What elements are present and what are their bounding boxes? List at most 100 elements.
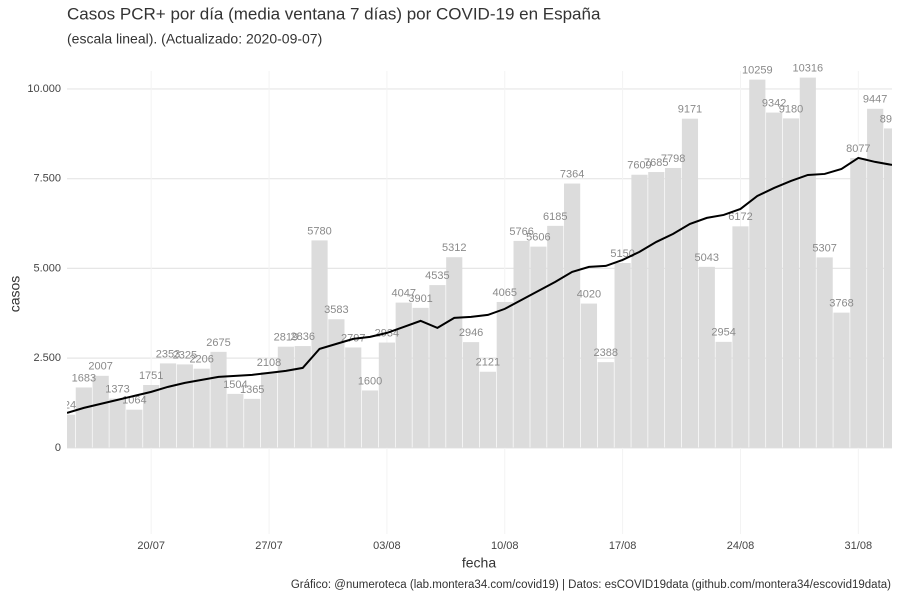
bar-value-label: 5043 <box>695 252 719 264</box>
bar <box>429 285 446 448</box>
x-axis-label: fecha <box>462 555 496 571</box>
bar <box>867 108 884 448</box>
bar <box>766 112 783 448</box>
bar <box>631 174 648 448</box>
bar <box>193 368 210 448</box>
bar-value-label: 9171 <box>678 104 702 116</box>
bar-value-label: 6185 <box>543 211 567 223</box>
bar <box>614 263 631 448</box>
bar <box>67 414 76 448</box>
y-tick-label: 5.000 <box>33 262 61 274</box>
bar <box>715 341 732 448</box>
bar-value-label: 9180 <box>779 103 803 115</box>
bar <box>513 240 530 448</box>
bar-value-label: 1365 <box>240 384 264 396</box>
bar <box>328 319 345 448</box>
bar-value-label: 2675 <box>206 337 230 349</box>
bar <box>159 363 177 448</box>
bar-value-label: 5606 <box>526 232 550 244</box>
axes: 0 2.500 5.000 7.500 10.000 20/07 27/07 03/08 10/… <box>27 83 872 552</box>
bar <box>412 307 429 448</box>
bar <box>732 226 749 448</box>
bar-value-label: 10316 <box>793 63 824 75</box>
bar <box>564 183 581 448</box>
bar-value-label: 2819 <box>274 332 298 344</box>
bar <box>227 393 244 448</box>
bar-value-label: 7609 <box>627 160 651 172</box>
bar <box>580 303 598 448</box>
bar <box>109 398 126 448</box>
bar <box>143 385 160 448</box>
bar <box>244 398 261 448</box>
bar-value-label: 2836 <box>290 331 314 343</box>
bar-value-label: 5307 <box>812 242 836 254</box>
average-line <box>67 156 892 414</box>
bar <box>210 351 227 448</box>
bar <box>816 257 833 448</box>
bar-value-label: 5312 <box>442 242 466 254</box>
x-tick-label: 31/08 <box>845 540 873 552</box>
bar-value-label: 3901 <box>408 293 432 305</box>
bar <box>749 79 766 448</box>
bar-value-label: 4020 <box>577 288 601 300</box>
bar-value-label: 2353 <box>156 348 180 360</box>
bar-value-label: 6172 <box>728 211 752 223</box>
bar <box>75 387 92 448</box>
bar-value-label: 7364 <box>560 168 584 180</box>
bar-value-label: 1504 <box>223 379 247 391</box>
bar-value-label: 2206 <box>189 354 213 366</box>
bar <box>479 371 496 448</box>
bar-value-label: 1683 <box>72 372 96 384</box>
x-tick-label: 10/08 <box>491 540 519 552</box>
bar-value-label: 9447 <box>863 94 887 106</box>
bar <box>665 167 682 448</box>
bar <box>530 246 547 448</box>
bar <box>833 312 850 448</box>
y-tick-label: 10.000 <box>27 83 61 95</box>
bar <box>92 375 109 448</box>
bar <box>799 77 816 448</box>
x-tick-label: 17/08 <box>609 540 637 552</box>
bar <box>698 266 715 448</box>
bar <box>496 301 513 448</box>
bar <box>648 172 665 448</box>
y-tick-label: 7.500 <box>33 173 61 185</box>
bar-value-label: 5766 <box>509 226 533 238</box>
bar-value-label: 3768 <box>829 298 853 310</box>
bar <box>395 302 412 448</box>
bar-value-label: 1751 <box>139 370 163 382</box>
bar <box>126 409 143 448</box>
bar-value-label: 10259 <box>742 65 773 77</box>
bar <box>850 157 867 448</box>
bar-value-label: 2946 <box>459 327 483 339</box>
bar <box>311 240 328 448</box>
bar-value-label: 1373 <box>105 383 129 395</box>
bar <box>547 225 564 448</box>
caption: Gráfico: @numeroteca (lab.montera34.com/… <box>291 579 891 591</box>
x-tick-label: 24/08 <box>727 540 755 552</box>
bar-value-label: 1600 <box>358 375 382 387</box>
bar <box>345 347 362 448</box>
bar-value-label: 2108 <box>257 357 281 369</box>
bar <box>681 118 699 448</box>
bar-value-label: 5780 <box>307 225 331 237</box>
bar-value-label: 924 <box>58 400 76 412</box>
bar-value-label: 2007 <box>88 361 112 373</box>
bar-value-label: 2954 <box>711 327 735 339</box>
bar-value-label: 8077 <box>846 143 870 155</box>
bar <box>176 364 193 448</box>
y-tick-label: 2.500 <box>33 352 61 364</box>
bar-value-label: 3583 <box>324 304 348 316</box>
bar <box>446 257 463 448</box>
chart-subtitle: (escala lineal). (Actualizado: 2020-09-0… <box>67 31 322 47</box>
bar-value-label: 5150 <box>610 248 634 260</box>
plot-area: 9241683200713731064175123532325220626751… <box>58 63 900 448</box>
bar <box>361 390 379 448</box>
bar <box>883 128 892 448</box>
bar-value-label: 2388 <box>594 347 618 359</box>
bar <box>463 342 480 448</box>
x-tick-label: 27/07 <box>255 540 283 552</box>
bar-value-label: 4535 <box>425 270 449 282</box>
